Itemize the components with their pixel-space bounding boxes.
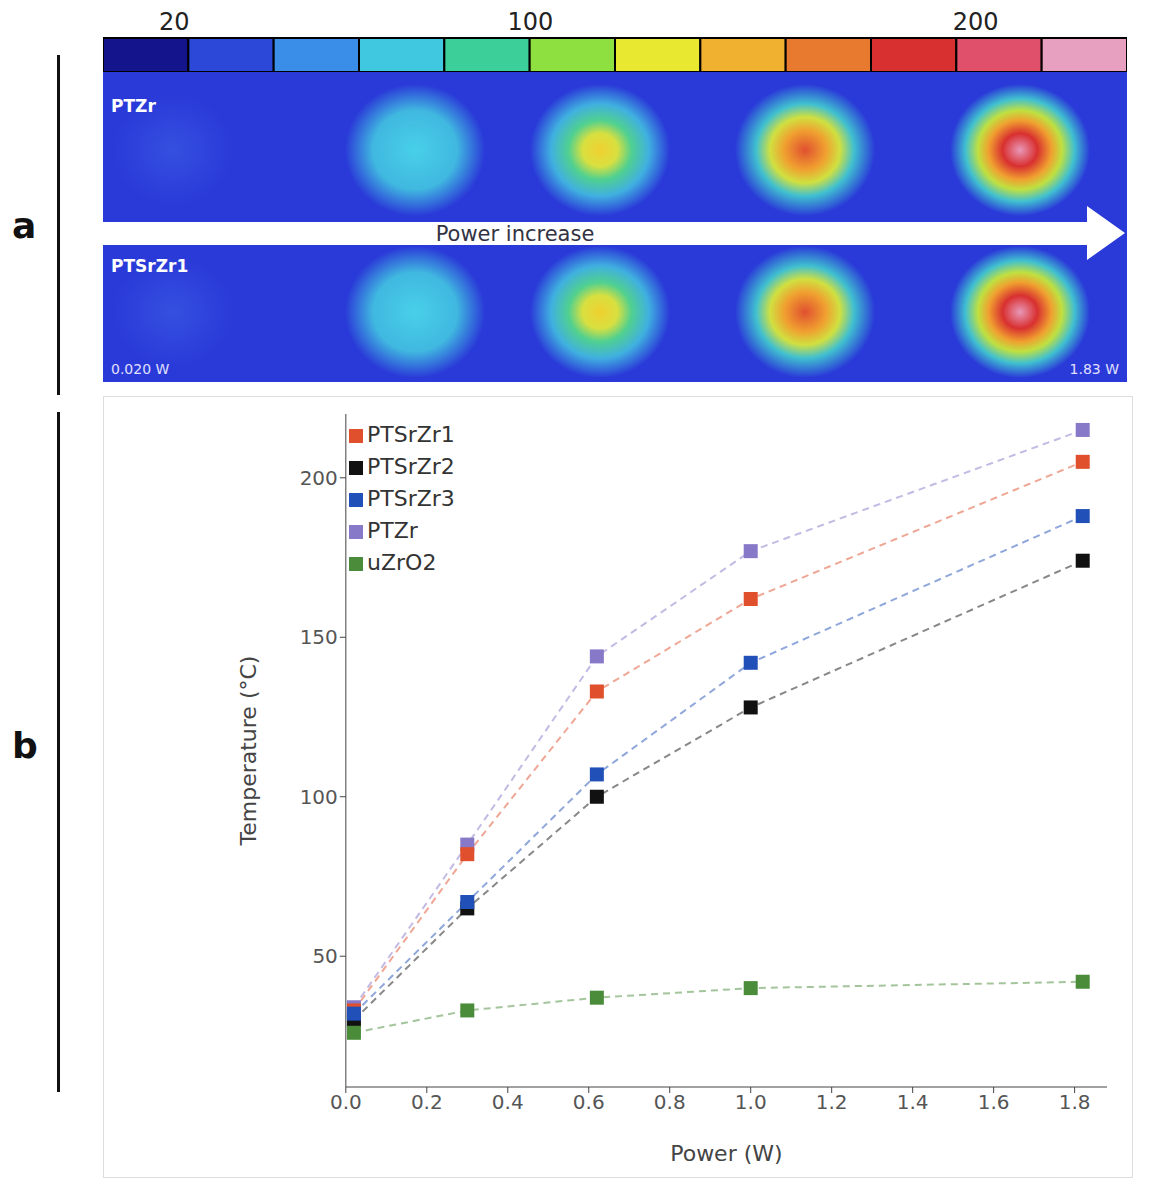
svg-text:0.2: 0.2 [411, 1090, 443, 1114]
svg-text:0.8: 0.8 [654, 1090, 686, 1114]
svg-text:0.0: 0.0 [330, 1090, 362, 1114]
svg-text:1.0: 1.0 [735, 1090, 767, 1114]
html-text:PTZr: PTZr [367, 518, 418, 543]
svg-text:1.4: 1.4 [897, 1090, 929, 1114]
html-text:a: a [12, 205, 37, 246]
svg-text:Power (W): Power (W) [670, 1141, 782, 1166]
html-text:uZrO2: uZrO2 [367, 550, 437, 575]
svg-text:0.4: 0.4 [492, 1090, 524, 1114]
html-text:b: b [12, 725, 38, 766]
svg-text:PTSrZr1: PTSrZr1 [111, 256, 188, 276]
svg-text:Temperature (°C): Temperature (°C) [236, 656, 261, 847]
svg-text:0.6: 0.6 [573, 1090, 605, 1114]
svg-text:200: 200 [300, 466, 338, 490]
svg-text:Power increase: Power increase [436, 222, 595, 246]
svg-text:100: 100 [508, 8, 554, 36]
svg-text:1.6: 1.6 [978, 1090, 1010, 1114]
html-text:PTSrZr3: PTSrZr3 [367, 486, 455, 511]
svg-text:0.020 W: 0.020 W [111, 361, 170, 377]
html-text:PTSrZr2: PTSrZr2 [367, 454, 455, 479]
svg-text:1.83 W: 1.83 W [1070, 361, 1120, 377]
svg-text:1.8: 1.8 [1059, 1090, 1091, 1114]
svg-text:1.2: 1.2 [816, 1090, 848, 1114]
svg-text:150: 150 [300, 625, 338, 649]
svg-text:200: 200 [953, 8, 999, 36]
svg-text:50: 50 [312, 944, 337, 968]
svg-text:100: 100 [300, 785, 338, 809]
svg-text:PTZr: PTZr [111, 96, 156, 116]
html-text:PTSrZr1: PTSrZr1 [367, 422, 455, 447]
svg-text:20: 20 [159, 8, 190, 36]
